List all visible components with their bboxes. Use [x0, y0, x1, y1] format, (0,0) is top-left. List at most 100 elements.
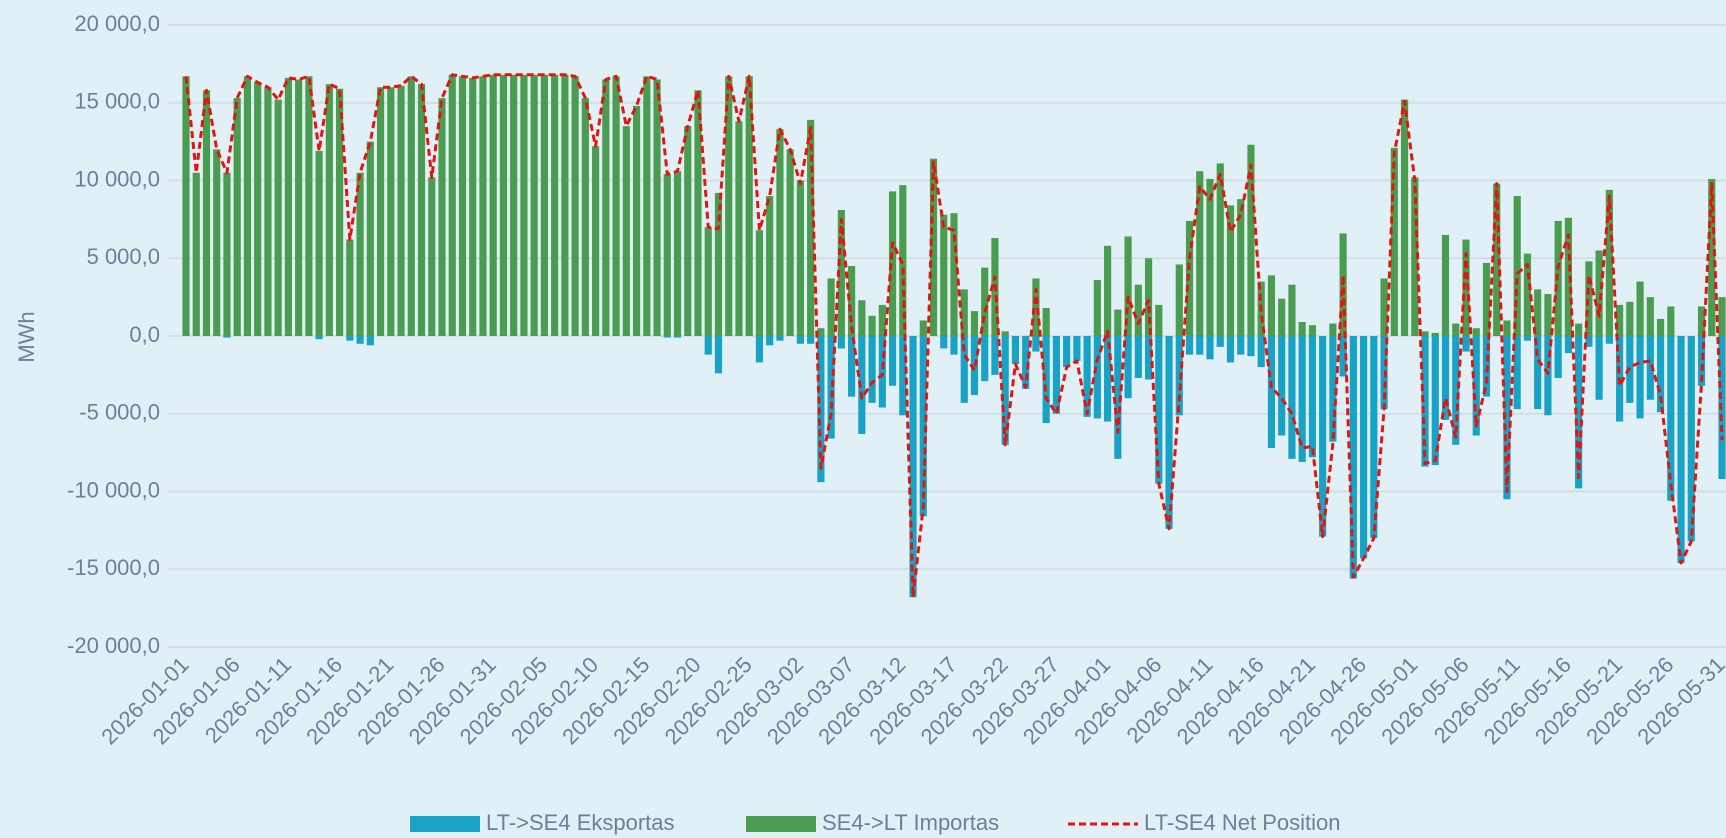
bar [848, 336, 856, 397]
bar [868, 315, 876, 336]
legend-label: SE4->LT Importas [822, 810, 999, 835]
bar [1104, 245, 1112, 336]
y-tick-label: 0,0 [129, 322, 160, 347]
bar [448, 74, 456, 336]
bar [1042, 336, 1050, 424]
bar [1216, 163, 1224, 336]
bar [1687, 336, 1695, 542]
bar [510, 74, 518, 336]
bar [714, 192, 723, 336]
bar [1267, 336, 1276, 448]
bar [1575, 323, 1583, 336]
bar [950, 336, 958, 355]
y-tick-label: 5 000,0 [87, 244, 160, 269]
bar [991, 336, 999, 375]
bar [1462, 336, 1470, 352]
bar [1226, 336, 1235, 363]
bar [356, 336, 364, 344]
bar [776, 129, 784, 336]
bar [1093, 280, 1101, 336]
bar [960, 289, 968, 336]
bar [223, 172, 231, 336]
bar [1482, 262, 1491, 336]
y-tick-label: -10 000,0 [67, 477, 160, 502]
bar [346, 239, 354, 336]
bar [1319, 336, 1327, 537]
bar [888, 336, 897, 386]
bar [1063, 336, 1071, 368]
bar [305, 76, 313, 336]
bar [1523, 253, 1532, 336]
bar [1339, 336, 1347, 377]
bar [1247, 336, 1255, 357]
bar [1503, 320, 1511, 336]
bar [1503, 336, 1511, 500]
bar [807, 119, 815, 336]
bar [540, 74, 548, 336]
bar [653, 79, 661, 337]
bar [622, 126, 630, 336]
bar [469, 77, 477, 337]
bar [1247, 144, 1255, 336]
bar [1278, 336, 1286, 436]
y-tick-label: 10 000,0 [74, 166, 160, 191]
bar [407, 76, 415, 336]
bar [899, 185, 907, 336]
bar [274, 99, 282, 336]
bar [213, 149, 221, 336]
bar [745, 76, 753, 336]
bar [1462, 239, 1470, 336]
bar [940, 336, 948, 349]
bar [1697, 306, 1706, 336]
bar [725, 76, 733, 336]
bar [366, 141, 374, 336]
bar [714, 336, 723, 374]
bar [796, 336, 804, 344]
bar [1667, 336, 1675, 501]
bar [1421, 331, 1429, 336]
bar [919, 320, 927, 336]
bar [479, 76, 487, 336]
y-tick-label: 15 000,0 [74, 89, 160, 114]
bar [755, 230, 764, 336]
bar [192, 172, 200, 336]
bar [673, 336, 682, 338]
bar [1349, 336, 1357, 579]
bar [417, 84, 426, 336]
bar [530, 74, 538, 336]
bar [1257, 336, 1265, 368]
bar [1032, 278, 1040, 336]
bar [1431, 336, 1439, 466]
bar [1155, 304, 1163, 336]
bar [950, 213, 958, 336]
bar [1493, 183, 1501, 336]
bar [837, 210, 845, 336]
bar [264, 87, 272, 336]
bar [571, 76, 579, 336]
bar [1421, 336, 1429, 467]
bar [489, 74, 497, 336]
bar [1175, 336, 1183, 416]
bar [438, 98, 446, 337]
bar [1267, 275, 1276, 336]
bar [1206, 178, 1214, 336]
bar [786, 149, 794, 336]
bar [1134, 284, 1142, 336]
bar [1288, 336, 1296, 459]
y-tick-label: -15 000,0 [67, 555, 160, 580]
bar [1155, 336, 1163, 484]
bar [776, 336, 784, 341]
bar [1523, 336, 1532, 341]
bar [1718, 297, 1726, 336]
bar [1646, 336, 1654, 400]
bar [499, 74, 508, 336]
bar [1206, 336, 1214, 360]
bar [1626, 301, 1634, 336]
bar [1554, 336, 1562, 378]
bar [1441, 336, 1450, 420]
bar [1646, 297, 1654, 336]
bar [295, 79, 303, 337]
bar [888, 191, 897, 336]
bar [1544, 336, 1552, 416]
bar [1124, 336, 1132, 399]
